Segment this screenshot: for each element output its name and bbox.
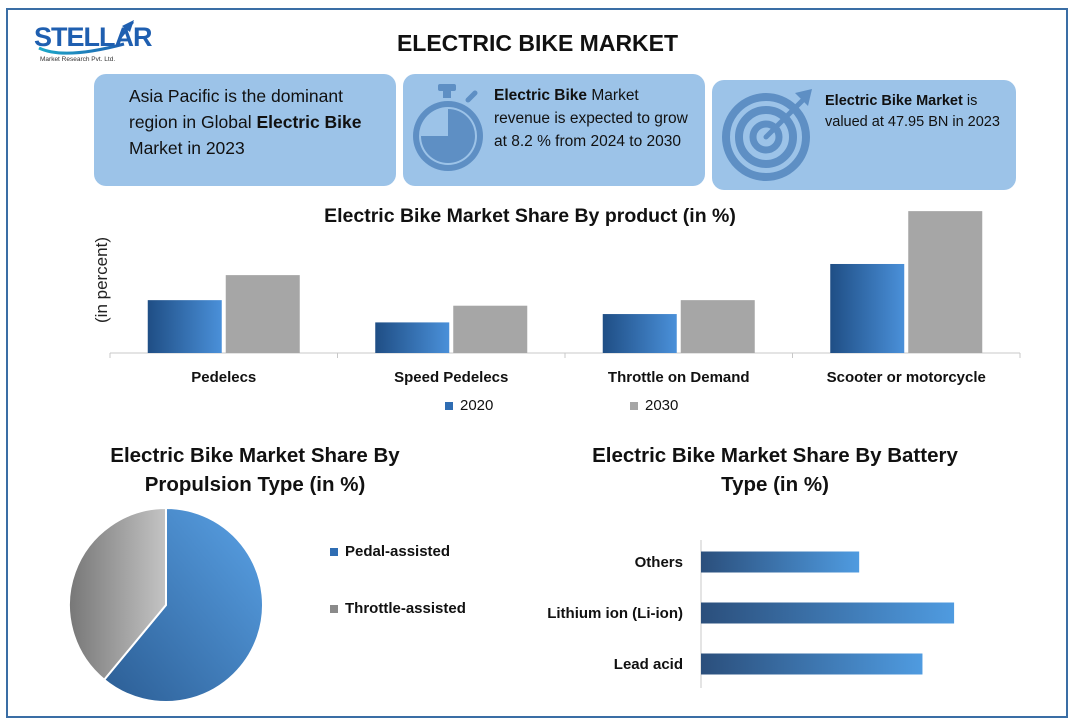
card1-text-post: Market in 2023 — [129, 138, 245, 158]
legend-2020: 2020 — [445, 397, 493, 414]
card1-text-pre: Asia Pacific is the dominant region in G… — [129, 86, 343, 132]
card-valuation-text: Electric Bike Market is valued at 47.95 … — [825, 91, 1005, 133]
pie-slice-throttle-assisted — [68, 506, 167, 682]
stopwatch-icon — [413, 84, 483, 171]
product-category-label: Throttle on Demand — [608, 369, 750, 386]
legend-throttle-assisted: Throttle-assisted — [330, 600, 466, 617]
legend-2020-label: 2020 — [460, 397, 494, 414]
product-category-label: Speed Pedelecs — [394, 369, 508, 386]
legend-2030-swatch — [630, 401, 638, 410]
legend-2030-label: 2030 — [645, 397, 679, 414]
legend-2030: 2030 — [630, 397, 678, 414]
logo-swoosh-icon — [38, 20, 134, 55]
bar-2020-scooter-or-motorcycle — [830, 263, 905, 353]
logo-subtitle: Market Research Pvt. Ltd. — [40, 56, 116, 63]
card3-text-post: is valued at 47.95 BN in 2023 — [825, 93, 1000, 130]
bar-2030-scooter-or-motorcycle — [908, 211, 983, 353]
bar-2020-throttle-on-demand — [602, 314, 677, 353]
bar-2030-throttle-on-demand — [680, 300, 755, 353]
card3-text-bold: Electric Bike Market — [825, 93, 963, 109]
legend-2020-swatch — [445, 401, 453, 410]
product-bar-chart: Pedelecs Speed Pedelecs Throttle on Demand… — [109, 211, 1021, 386]
insight-card-growth: Electric Bike Market revenue is expected… — [403, 74, 705, 186]
legend-pedal-label: Pedal-assisted — [345, 543, 451, 560]
bar-2020-speed-pedelecs — [375, 322, 450, 353]
card2-text-bold: Electric Bike — [494, 87, 588, 104]
legend-throttle-label: Throttle-assisted — [345, 600, 466, 617]
product-chart-title: Electric Bike Market Share By product (i… — [324, 205, 736, 227]
battery-chart-title: Electric Bike Market Share By Battery Ty… — [592, 444, 958, 496]
bar-2030-pedelecs — [225, 275, 300, 353]
logo-text: STELLAR — [34, 22, 152, 52]
bar-2020-pedelecs — [147, 300, 222, 353]
card2-text-post: Market revenue is expected to grow at 8.… — [494, 87, 688, 150]
insight-card-valuation: Electric Bike Market is valued at 47.95 … — [712, 80, 1016, 190]
legend-pedal-assisted: Pedal-assisted — [330, 543, 450, 560]
product-category-label: Scooter or motorcycle — [827, 369, 986, 386]
insight-card-region: Asia Pacific is the dominant region in G… — [94, 74, 396, 186]
propulsion-chart-title: Electric Bike Market Share By Propulsion… — [110, 444, 400, 496]
card-region-text: Asia Pacific is the dominant region in G… — [129, 83, 384, 161]
legend-throttle-swatch — [330, 604, 338, 613]
target-icon — [722, 89, 812, 181]
stellar-logo: STELLAR Market Research Pvt. Ltd. — [34, 18, 152, 68]
propulsion-pie-chart — [68, 506, 264, 703]
card1-text-bold: Electric Bike — [256, 112, 362, 132]
card-growth-text: Electric Bike Market revenue is expected… — [494, 84, 699, 153]
legend-pedal-swatch — [330, 547, 338, 556]
product-category-label: Pedelecs — [191, 369, 256, 386]
pie-slice-pedal-assisted — [102, 506, 264, 703]
page-title: ELECTRIC BIKE MARKET — [396, 30, 679, 56]
bar-2030-speed-pedelecs — [453, 305, 528, 353]
